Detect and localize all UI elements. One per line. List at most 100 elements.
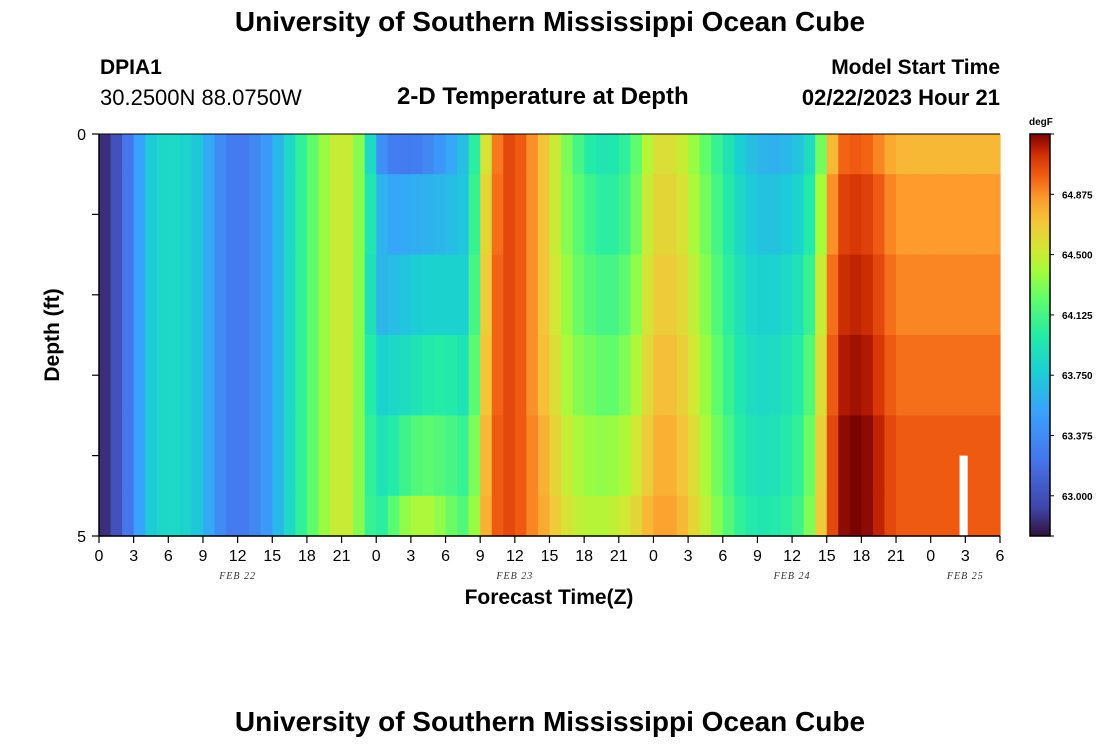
heatmap-cell: [722, 335, 735, 416]
heatmap-cell: [861, 495, 874, 537]
heatmap-cell: [318, 335, 331, 416]
heatmap-cell: [884, 335, 897, 416]
heatmap-cell: [99, 495, 112, 537]
heatmap-cell: [849, 174, 862, 256]
colorbar-unit-label: degF: [1029, 117, 1053, 128]
heatmap-cell: [665, 335, 678, 416]
heatmap-cell: [838, 254, 851, 336]
heatmap-cell: [364, 415, 377, 497]
heatmap-cell: [907, 254, 920, 336]
heatmap-cell: [884, 254, 897, 336]
heatmap-cell: [168, 134, 181, 175]
heatmap-cell: [641, 254, 655, 336]
heatmap-cell: [618, 254, 631, 336]
heatmap-cell: [630, 415, 643, 497]
heatmap-cell: [976, 254, 990, 336]
heatmap-cell: [480, 254, 493, 336]
heatmap-cell: [491, 134, 504, 175]
heatmap-cell: [353, 415, 366, 497]
heatmap-cell: [422, 335, 435, 416]
heatmap-cell: [330, 415, 343, 497]
colorbar-tick-label: 63.375: [1062, 432, 1093, 443]
heatmap-cell: [561, 415, 574, 497]
heatmap-cell: [295, 254, 308, 336]
y-tick-label: 0: [77, 127, 86, 144]
heatmap-cell: [110, 415, 123, 497]
heatmap-cell: [734, 415, 747, 497]
heatmap-cell: [433, 134, 447, 175]
heatmap-cell: [283, 495, 296, 537]
heatmap-cell: [503, 495, 516, 537]
heatmap-cell: [965, 134, 978, 175]
heatmap-cell: [480, 174, 493, 256]
heatmap-cell: [688, 134, 701, 175]
heatmap-cell: [561, 254, 574, 336]
heatmap-cell: [272, 134, 285, 175]
heatmap-cell: [191, 254, 204, 336]
heatmap-cell: [433, 254, 447, 336]
heatmap-cell: [630, 495, 643, 537]
heatmap-cell: [364, 495, 377, 537]
heatmap-cell: [364, 335, 377, 416]
heatmap-cell: [226, 174, 239, 256]
heatmap-cell: [872, 254, 886, 336]
heatmap-cell: [907, 495, 920, 537]
heatmap-cell: [561, 495, 574, 537]
heatmap-cell: [399, 415, 412, 497]
heatmap-cell: [734, 335, 747, 416]
heatmap-cell: [226, 254, 239, 336]
heatmap-cell: [318, 495, 331, 537]
heatmap-cell: [445, 415, 458, 497]
heatmap-cell: [665, 254, 678, 336]
heatmap-cell: [145, 415, 158, 497]
heatmap-cell: [318, 174, 331, 256]
heatmap-cell: [757, 495, 770, 537]
heatmap-cell: [919, 335, 932, 416]
heatmap-cell: [919, 495, 932, 537]
heatmap-cell: [341, 254, 354, 336]
heatmap-cell: [630, 335, 643, 416]
heatmap-cell: [387, 415, 400, 497]
heatmap-cell: [410, 335, 424, 416]
heatmap-cell: [468, 415, 481, 497]
heatmap-cell: [641, 335, 655, 416]
heatmap-cell: [214, 335, 227, 416]
x-tick-label: 0: [649, 548, 658, 565]
heatmap-cell: [722, 174, 735, 256]
heatmap-cell: [514, 415, 527, 497]
heatmap-cell: [907, 174, 920, 256]
heatmap-cell: [133, 495, 146, 537]
heatmap-cell: [249, 134, 262, 175]
heatmap-cell: [907, 335, 920, 416]
heatmap-cell: [237, 415, 250, 497]
heatmap-cell: [699, 335, 712, 416]
heatmap-cell: [99, 335, 112, 416]
station-id: DPIA1: [100, 56, 162, 79]
heatmap-cell: [399, 495, 412, 537]
x-tick-label: 0: [95, 548, 104, 565]
heatmap-cell: [676, 335, 689, 416]
heatmap-cell: [768, 174, 782, 256]
heatmap-cell: [826, 254, 839, 336]
heatmap-cell: [849, 335, 862, 416]
heatmap-cell: [491, 415, 504, 497]
heatmap-cell: [607, 415, 620, 497]
heatmap-cell: [896, 254, 909, 336]
heatmap-cell: [942, 254, 955, 336]
heatmap-cell: [976, 335, 990, 416]
heatmap-cell: [99, 254, 112, 336]
x-tick-label: 12: [783, 548, 801, 565]
heatmap-cell: [214, 254, 227, 336]
heatmap-cell: [872, 174, 886, 256]
heatmap-cell: [838, 335, 851, 416]
heatmap-cell: [595, 495, 608, 537]
heatmap-cell: [491, 174, 504, 256]
heatmap-cell: [514, 174, 527, 256]
heatmap-cell: [584, 254, 597, 336]
heatmap-cell: [353, 335, 366, 416]
heatmap-cell: [457, 335, 470, 416]
heatmap-cell: [457, 495, 470, 537]
heatmap-cell: [711, 495, 724, 537]
heatmap-cell: [711, 335, 724, 416]
heatmap-cells: [99, 134, 1001, 537]
